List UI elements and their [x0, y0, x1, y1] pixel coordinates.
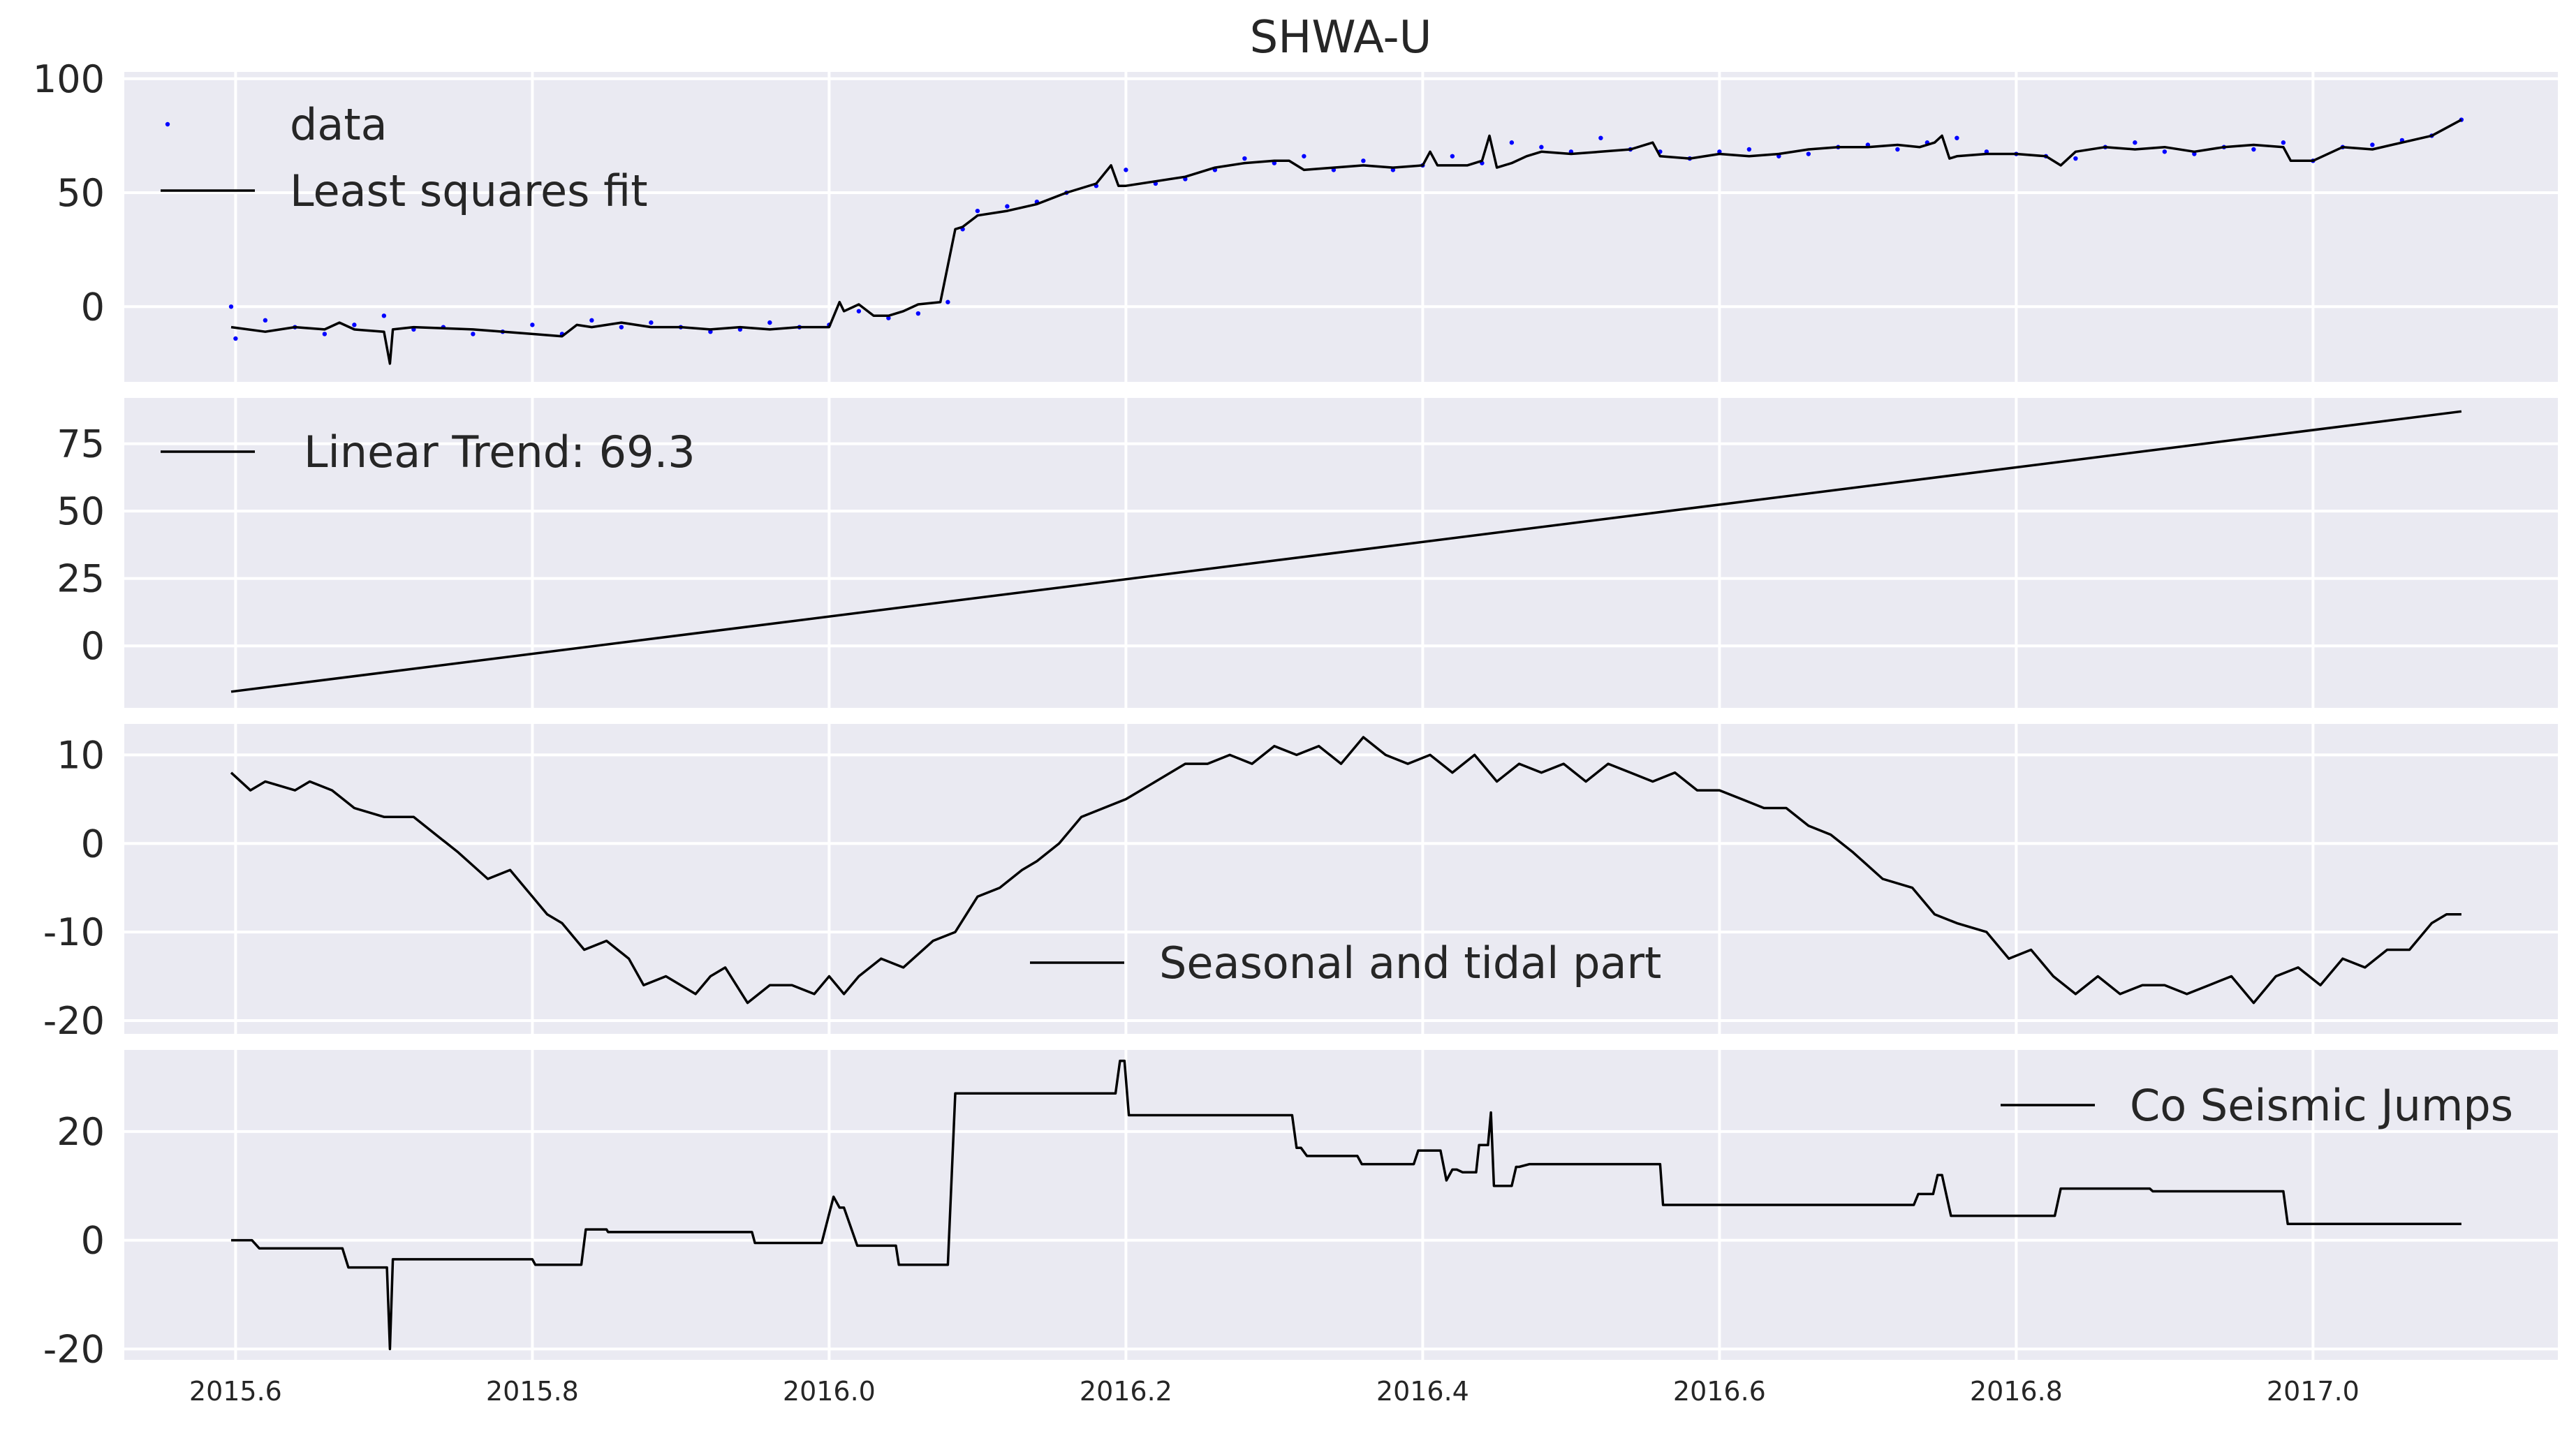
- data-point: [228, 304, 234, 309]
- data-point: [1450, 154, 1455, 158]
- data-point: [1361, 158, 1366, 163]
- y-tick-label: 20: [57, 1110, 105, 1154]
- data-point: [1242, 156, 1247, 161]
- data-point: [2251, 147, 2256, 152]
- plot-background: [124, 72, 2558, 382]
- y-tick-label: 75: [57, 422, 105, 466]
- legend-label: Seasonal and tidal part: [1159, 938, 1661, 989]
- data-point: [2073, 156, 2078, 161]
- data-point: [1124, 168, 1128, 172]
- y-tick-label: -10: [43, 910, 105, 954]
- panel-2: 0 25 50 75 Linear Trend: 69.3: [57, 398, 2558, 708]
- data-point: [1509, 140, 1515, 145]
- y-tick-label: 100: [33, 57, 105, 101]
- legend-label: Co Seismic Jumps: [2130, 1080, 2513, 1131]
- panel-3: -20 -10 0 10 Seasonal and tidal part: [43, 724, 2558, 1043]
- x-tick-label: 2016.4: [1376, 1376, 1469, 1407]
- data-point: [2192, 151, 2197, 156]
- plot-background: [124, 1050, 2558, 1360]
- data-point: [233, 336, 238, 341]
- data-point: [1005, 204, 1010, 209]
- data-point: [1746, 147, 1752, 152]
- data-point: [1895, 147, 1900, 152]
- data-point: [1302, 154, 1307, 158]
- data-point: [1717, 149, 1722, 154]
- y-tick-label: 25: [57, 557, 105, 601]
- data-point: [1390, 168, 1396, 172]
- data-point: [856, 309, 862, 313]
- legend: data Least squares fit: [161, 99, 648, 216]
- plot-area: [230, 410, 2462, 693]
- legend: Co Seismic Jumps: [2001, 1080, 2513, 1131]
- legend-label: data: [290, 99, 388, 150]
- y-tick-label: 10: [57, 733, 105, 777]
- data-point: [1955, 135, 1959, 140]
- data-point: [767, 320, 772, 325]
- y-tick-label: 0: [81, 285, 105, 329]
- series-line: [231, 1059, 2461, 1351]
- data-point: [2281, 140, 2286, 145]
- series-line: [230, 119, 2462, 365]
- data-point: [945, 299, 950, 304]
- y-tick-label: 50: [57, 171, 105, 215]
- plot-area: [230, 736, 2461, 1005]
- x-tick-label: 2015.8: [486, 1376, 579, 1407]
- x-tick-label: 2016.8: [1970, 1376, 2063, 1407]
- data-point: [1539, 145, 1544, 149]
- legend: Linear Trend: 69.3: [161, 427, 695, 477]
- data-point: [1598, 135, 1603, 140]
- data-point: [530, 323, 535, 327]
- data-point: [1806, 151, 1811, 156]
- y-tick-label: -20: [43, 999, 105, 1043]
- series-line: [230, 736, 2461, 1005]
- y-tick-label: 0: [81, 1219, 105, 1263]
- data-point: [85, 126, 89, 131]
- panel-1: 0 50 100 data Least squares fit: [33, 57, 2558, 382]
- data-point: [649, 320, 654, 325]
- y-tick-label: 0: [81, 822, 105, 866]
- data-point: [381, 313, 387, 318]
- plot-background: [124, 724, 2558, 1034]
- x-tick-label: 2016.0: [783, 1376, 876, 1407]
- x-tick-label: 2016.6: [1673, 1376, 1766, 1407]
- chart-title: SHWA-U: [1250, 12, 1432, 64]
- data-point: [915, 311, 921, 316]
- data-point: [619, 325, 624, 330]
- legend-label: Least squares fit: [290, 165, 648, 216]
- legend: Seasonal and tidal part: [1030, 938, 1661, 989]
- data-point: [589, 318, 594, 323]
- data-point: [2133, 140, 2137, 145]
- y-tick-label: -20: [43, 1327, 105, 1371]
- legend-marker: [165, 121, 170, 127]
- data-point: [263, 318, 268, 323]
- x-tick-label: 2016.2: [1080, 1376, 1172, 1407]
- panel-4: -20 0 20 2015.6 2015.8 2016.0 2016.2 2016.4 2016…: [43, 1050, 2558, 1407]
- data-point: [352, 323, 357, 327]
- plot-area: [85, 117, 2464, 365]
- data-point: [975, 208, 980, 214]
- legend-label: Linear Trend: 69.3: [304, 427, 695, 477]
- data-point: [2162, 149, 2167, 154]
- data-point: [322, 332, 327, 336]
- data-point: [2370, 142, 2375, 147]
- y-tick-label: 0: [81, 624, 105, 668]
- data-point: [708, 329, 713, 334]
- data-point: [471, 332, 476, 336]
- x-tick-label: 2015.6: [189, 1376, 282, 1407]
- series-line: [230, 410, 2462, 693]
- x-tick-label: 2017.0: [2267, 1376, 2360, 1407]
- plot-area: [231, 1059, 2461, 1351]
- y-tick-label: 50: [57, 489, 105, 533]
